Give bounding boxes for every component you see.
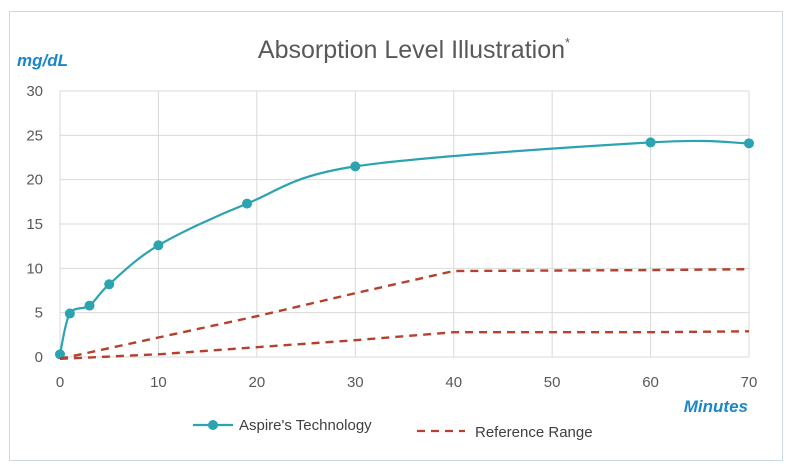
- data-series: [55, 137, 754, 360]
- x-tick-label: 60: [642, 374, 659, 391]
- reference-range-upper-line: [59, 268, 750, 360]
- aspire-data-point: [645, 137, 656, 148]
- x-tick-label: 50: [544, 374, 561, 391]
- gridlines: [59, 90, 750, 358]
- y-tick-label: 20: [26, 172, 43, 189]
- y-tick-label: 10: [26, 260, 43, 277]
- x-tick-label: 20: [249, 374, 266, 391]
- legend: Aspire's Technology Reference Range: [193, 417, 593, 441]
- aspire-data-point: [84, 300, 95, 311]
- aspire-data-point: [350, 161, 361, 172]
- aspire-data-point: [55, 349, 65, 360]
- y-tick-label: 25: [26, 127, 43, 144]
- x-tick-label: 10: [150, 374, 167, 391]
- x-tick-label: 70: [741, 374, 758, 391]
- chart-title: Absorption Level Illustration*: [258, 35, 570, 64]
- aspire-data-point: [242, 198, 253, 209]
- aspire-data-point: [153, 240, 164, 251]
- y-tick-label: 0: [35, 349, 43, 366]
- x-tick-label: 30: [347, 374, 364, 391]
- x-tick-label: 40: [445, 374, 462, 391]
- y-tick-label: 30: [26, 83, 43, 100]
- aspire-data-point: [104, 279, 115, 290]
- legend-label-reference: Reference Range: [475, 424, 593, 441]
- legend-label-aspire: Aspire's Technology: [239, 417, 372, 434]
- aspire-data-point: [744, 138, 754, 149]
- y-tick-label: 15: [26, 216, 43, 233]
- legend-marker-aspire: [208, 420, 218, 430]
- y-tick-label: 5: [35, 305, 43, 322]
- x-tick-label: 0: [56, 374, 64, 391]
- y-axis-unit: mg/dL: [17, 51, 68, 70]
- tick-labels: 0 10 20 30 40 50 60 70 0 5 10 15 20 25 30: [26, 83, 757, 391]
- aspire-data-point: [64, 308, 75, 319]
- aspire-technology-line: [58, 139, 750, 355]
- chart-frame: [9, 11, 783, 461]
- x-axis-label: Minutes: [684, 397, 748, 416]
- reference-range-lower-line: [59, 330, 750, 360]
